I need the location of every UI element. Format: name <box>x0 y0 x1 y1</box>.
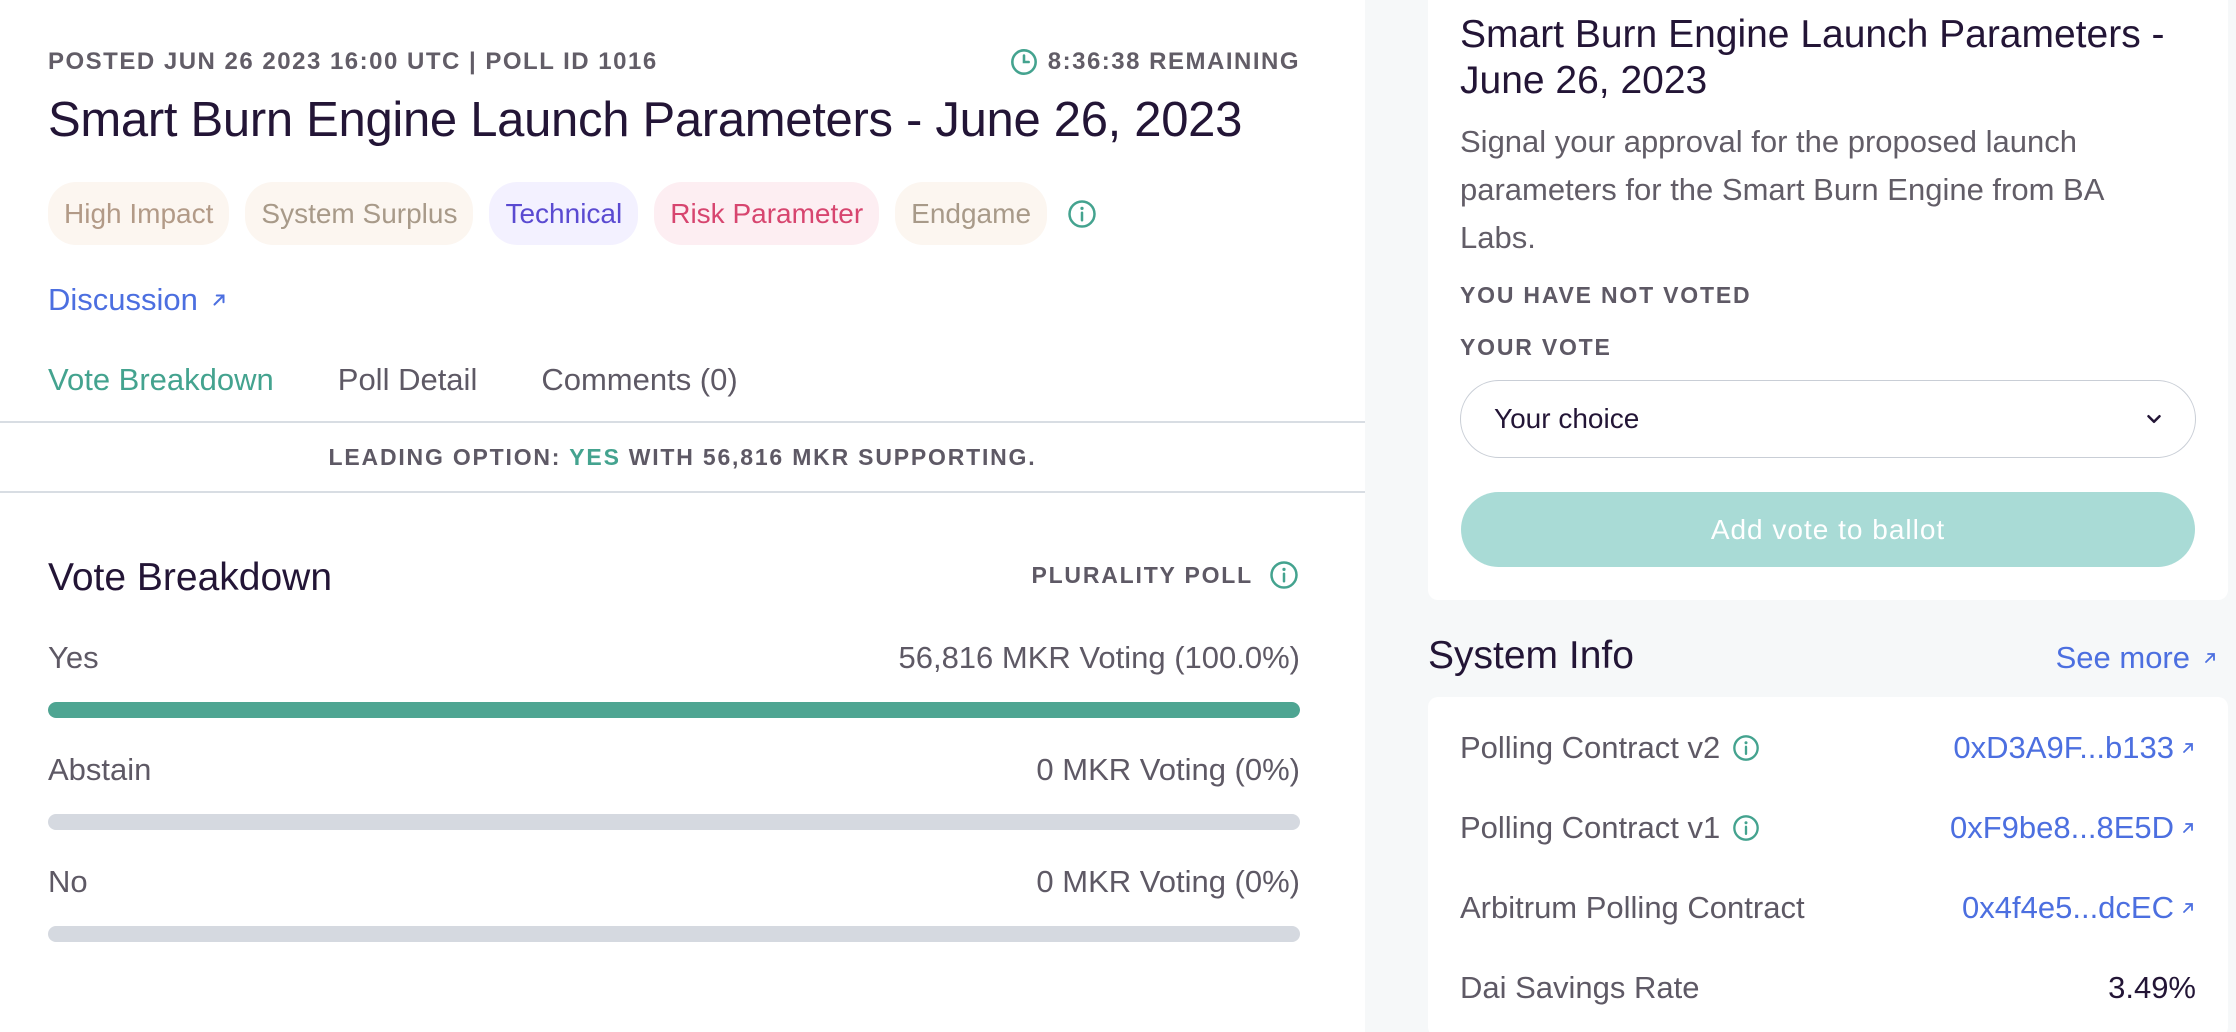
vote-option-abstain: Abstain 0 MKR Voting (0%) <box>48 752 1300 830</box>
poll-posted-meta: POSTED JUN 26 2023 16:00 UTC | POLL ID 1… <box>48 48 658 75</box>
vote-option-result: 56,816 MKR Voting (100.0%) <box>898 640 1300 675</box>
arrow-up-right-icon <box>2205 653 2215 663</box>
discussion-label: Discussion <box>48 282 198 317</box>
vote-progress-bar <box>48 926 1300 942</box>
tab-vote-breakdown[interactable]: Vote Breakdown <box>48 362 274 397</box>
leading-option-banner: LEADING OPTION: YES WITH 56,816 MKR SUPP… <box>0 423 1365 491</box>
poll-main: POSTED JUN 26 2023 16:00 UTC | POLL ID 1… <box>0 48 1365 942</box>
system-row-label: Arbitrum Polling Contract <box>1460 890 1805 925</box>
arrow-up-right-icon <box>2183 903 2193 913</box>
system-row-arbitrum: Arbitrum Polling Contract 0x4f4e5...dcEC <box>1460 890 2196 926</box>
tag-list: High Impact System Surplus Technical Ris… <box>48 182 1097 245</box>
tab-poll-detail[interactable]: Poll Detail <box>337 362 478 397</box>
poll-meta-row: POSTED JUN 26 2023 16:00 UTC | POLL ID 1… <box>48 48 1300 76</box>
poll-type-label: PLURALITY POLL <box>1031 561 1253 588</box>
system-info-title: System Info <box>1428 634 1634 677</box>
vote-option-label: No <box>48 864 88 899</box>
system-row-label: Polling Contract v1 <box>1460 810 1721 845</box>
contract-link[interactable]: 0x4f4e5...dcEC <box>1962 890 2196 926</box>
info-icon[interactable] <box>1067 199 1097 229</box>
info-icon[interactable] <box>1732 734 1760 762</box>
time-remaining-text: 8:36:38 REMAINING <box>1047 48 1300 75</box>
vote-progress-fill <box>48 702 1300 718</box>
chevron-down-icon <box>2147 415 2161 423</box>
vote-progress-bar <box>48 702 1300 718</box>
time-remaining: 8:36:38 REMAINING <box>1010 48 1300 76</box>
see-more-link[interactable]: See more <box>2056 640 2218 676</box>
vote-option-label: Abstain <box>48 752 152 787</box>
vote-progress-bar <box>48 814 1300 830</box>
tab-comments[interactable]: Comments (0) <box>541 362 738 397</box>
vote-option-no: No 0 MKR Voting (0%) <box>48 864 1300 942</box>
contract-address: 0xF9be8...8E5D <box>1949 810 2174 845</box>
info-icon[interactable] <box>1269 560 1299 590</box>
dsr-value: 3.49% <box>2108 970 2196 1005</box>
leading-option: YES <box>569 443 621 470</box>
system-row-polling-v2: Polling Contract v2 0xD3A9F...b133 <box>1460 730 2196 766</box>
tabs-divider <box>0 421 1365 423</box>
poll-type: PLURALITY POLL <box>1031 560 1299 590</box>
your-vote-label: YOUR VOTE <box>1460 334 1612 360</box>
vote-choice-value: Your choice <box>1494 403 1640 434</box>
tag-technical[interactable]: Technical <box>489 182 639 245</box>
system-row-label: Polling Contract v2 <box>1460 730 1721 765</box>
see-more-label: See more <box>2055 640 2190 675</box>
leading-suffix: WITH 56,816 MKR SUPPORTING. <box>628 443 1037 470</box>
info-icon[interactable] <box>1732 814 1760 842</box>
contract-address: 0x4f4e5...dcEC <box>1962 890 2174 925</box>
tag-high-impact[interactable]: High Impact <box>48 182 230 245</box>
page-title: Smart Burn Engine Launch Parameters - Ju… <box>48 93 1243 147</box>
arrow-up-right-icon <box>2183 743 2193 753</box>
arrow-up-right-icon <box>2183 823 2193 833</box>
vote-option-label: Yes <box>48 640 99 675</box>
system-row-label: Dai Savings Rate <box>1460 970 1700 1005</box>
arrow-up-right-icon <box>213 294 225 306</box>
poll-tabs: Vote Breakdown Poll Detail Comments (0) <box>48 362 738 416</box>
vote-option-yes: Yes 56,816 MKR Voting (100.0%) <box>48 640 1300 718</box>
vote-status: YOU HAVE NOT VOTED <box>1460 282 1752 308</box>
clock-icon <box>1010 49 1037 75</box>
contract-address: 0xD3A9F...b133 <box>1953 730 2174 765</box>
add-vote-button[interactable]: Add vote to ballot <box>1461 492 2195 567</box>
tag-system-surplus[interactable]: System Surplus <box>245 182 474 245</box>
tag-endgame[interactable]: Endgame <box>895 182 1048 245</box>
system-row-polling-v1: Polling Contract v1 0xF9be8...8E5D <box>1460 810 2196 846</box>
discussion-link[interactable]: Discussion <box>48 282 228 318</box>
contract-link[interactable]: 0xD3A9F...b133 <box>1953 730 2196 766</box>
vote-breakdown-title: Vote Breakdown <box>48 556 333 599</box>
vote-choice-select[interactable]: Your choice <box>1460 380 2196 458</box>
vote-option-result: 0 MKR Voting (0%) <box>1036 864 1300 899</box>
tag-risk-parameter[interactable]: Risk Parameter <box>654 182 880 245</box>
contract-link[interactable]: 0xF9be8...8E5D <box>1950 810 2196 846</box>
system-info-card <box>1428 697 2228 1032</box>
vote-card-title: Smart Burn Engine Launch Parameters - Ju… <box>1460 13 2165 102</box>
leading-divider <box>0 491 1365 493</box>
vote-option-result: 0 MKR Voting (0%) <box>1036 752 1300 787</box>
vote-card-description: Signal your approval for the proposed la… <box>1460 124 2103 255</box>
leading-prefix: LEADING OPTION: <box>328 443 562 470</box>
system-row-dsr: Dai Savings Rate 3.49% <box>1460 970 2196 1006</box>
